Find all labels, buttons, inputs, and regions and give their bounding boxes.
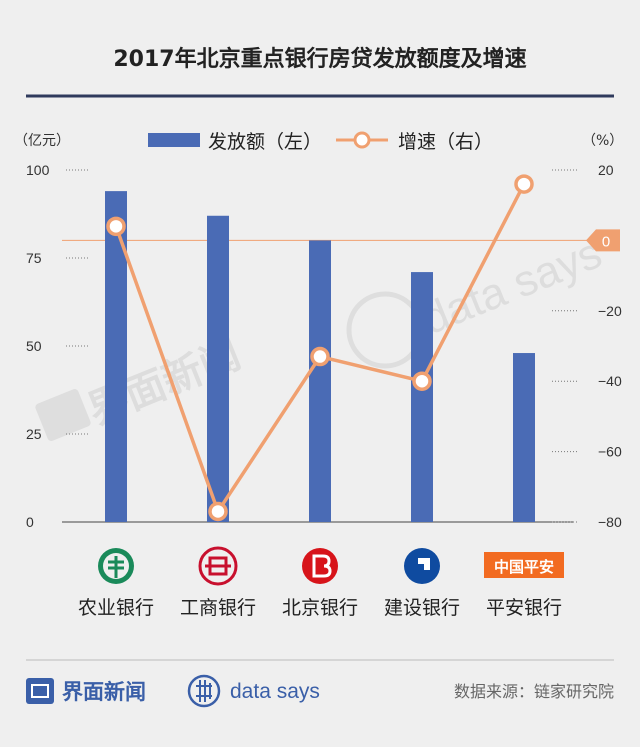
- category-label: 工商银行: [180, 597, 256, 619]
- right-tick-label: 20: [598, 162, 614, 178]
- legend-bar-label: 发放额（左）: [208, 131, 322, 153]
- growth-point-2: [208, 501, 228, 522]
- ccb-logo-circle: [404, 548, 440, 584]
- left-tick-label: 0: [26, 514, 34, 530]
- bank-logos: 中国平安: [98, 546, 564, 586]
- category-label: 北京银行: [282, 597, 358, 619]
- legend-line-marker: [353, 131, 371, 149]
- footer-brand: 界面新闻: [62, 680, 146, 704]
- right-tick-label: −60: [598, 444, 622, 460]
- category-labels: 农业银行 工商银行 北京银行 建设银行 平安银行: [78, 597, 562, 619]
- ccb-logo-mark: [418, 558, 430, 570]
- abc-logo-mark: [108, 556, 124, 578]
- watermark-right: data says: [346, 228, 608, 369]
- ccb-logo-icon: [404, 548, 440, 584]
- pingan-logo-box: [484, 552, 564, 578]
- data-source: 数据来源：链家研究院: [454, 682, 614, 701]
- plot-area: 0 25 50 75 100 20 −20 −40 −60 −80 0: [26, 162, 622, 530]
- pingan-logo-text: 中国平安: [494, 558, 554, 576]
- category-label: 建设银行: [384, 597, 460, 619]
- footer-datasays: data says: [230, 680, 320, 703]
- bar-2: [207, 215, 229, 522]
- growth-point-4: [412, 371, 432, 391]
- left-axis-unit: （亿元）: [14, 133, 70, 149]
- icbc-logo-ring: [198, 546, 238, 586]
- bar-3: [309, 240, 331, 522]
- jiemian-logo-icon: [26, 678, 54, 704]
- datasays-logo-icon-mark: [196, 680, 212, 702]
- right-tick-label: −40: [598, 373, 622, 389]
- bar-1: [105, 191, 127, 522]
- right-tick-label: −20: [598, 303, 622, 319]
- chart-title: 2017年北京重点银行房贷发放额度及增速: [113, 46, 526, 72]
- right-tick-label: −80: [598, 514, 622, 530]
- legend-bar-swatch: [148, 133, 200, 147]
- category-label: 平安银行: [486, 597, 562, 619]
- bar-4: [411, 272, 433, 522]
- growth-point-3: [310, 346, 330, 367]
- left-tick-label: 75: [26, 250, 42, 266]
- bob-logo-icon: [302, 548, 338, 584]
- left-tick-label: 50: [26, 338, 42, 354]
- datasays-logo-icon: [187, 674, 221, 708]
- pingan-logo-icon: 中国平安: [484, 552, 564, 578]
- legend-line-label: 增速（右）: [398, 131, 493, 153]
- left-tick-label: 25: [26, 426, 42, 442]
- icbc-logo-icon: [198, 546, 238, 586]
- footer: 界面新闻 data says 数据来源：链家研究院: [26, 674, 614, 708]
- right-axis-unit: （%）: [582, 133, 623, 149]
- abc-logo-icon: [98, 548, 134, 584]
- bob-logo-mark: [312, 554, 332, 578]
- bob-logo-circle: [302, 548, 338, 584]
- zero-badge-label: 0: [602, 233, 610, 250]
- left-tick-label: 100: [26, 162, 50, 178]
- svg-text:data says: data says: [415, 228, 608, 344]
- zero-badge: [586, 229, 620, 252]
- jiemian-logo-icon-inner: [31, 684, 49, 698]
- category-label: 农业银行: [78, 597, 154, 619]
- legend: 发放额（左） 增速（右）: [148, 131, 493, 153]
- growth-point-5: [514, 174, 534, 194]
- growth-point-1: [106, 216, 126, 237]
- bar-5: [513, 353, 535, 522]
